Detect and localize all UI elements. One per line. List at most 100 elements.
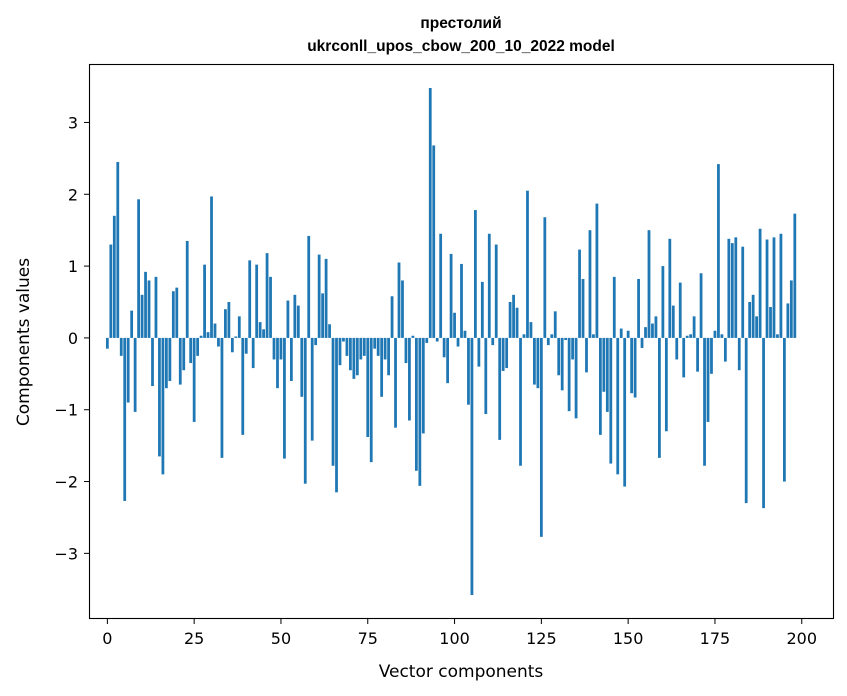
bar-component-33 bbox=[220, 337, 224, 458]
bar-component-51 bbox=[283, 337, 286, 459]
bar-component-22 bbox=[182, 337, 186, 371]
bar-component-16 bbox=[161, 337, 165, 475]
bar-component-46 bbox=[265, 253, 269, 338]
x-tick-label: 125 bbox=[526, 629, 557, 648]
bar-component-90 bbox=[418, 337, 422, 486]
y-tick-label: 1 bbox=[68, 257, 78, 276]
bar-component-26 bbox=[196, 337, 200, 356]
bar-component-176 bbox=[717, 164, 720, 338]
bar-component-194 bbox=[779, 233, 783, 338]
bar-component-197 bbox=[789, 280, 793, 338]
bar-component-128 bbox=[550, 334, 554, 338]
bar-component-152 bbox=[633, 337, 637, 398]
bar-component-72 bbox=[355, 337, 359, 376]
bar-component-37 bbox=[234, 336, 238, 338]
bar-component-89 bbox=[414, 337, 418, 471]
bar-component-158 bbox=[654, 316, 658, 338]
x-tick-label: 50 bbox=[271, 629, 291, 648]
bar-component-88 bbox=[411, 335, 415, 338]
bar-component-15 bbox=[158, 337, 161, 457]
plot-frame bbox=[88, 63, 835, 620]
x-tick-label: 200 bbox=[786, 629, 817, 648]
bar-component-63 bbox=[324, 258, 328, 338]
bar-component-136 bbox=[578, 249, 581, 338]
bar-component-4 bbox=[119, 337, 123, 356]
bar-component-20 bbox=[175, 287, 179, 338]
bar-component-133 bbox=[567, 337, 571, 412]
bar-component-161 bbox=[664, 337, 668, 432]
bar-component-48 bbox=[272, 337, 276, 360]
x-axis-ticks: 0 25 50 75 100 125 150 175 200 bbox=[102, 618, 817, 648]
bar-component-191 bbox=[769, 307, 772, 338]
bar-component-175 bbox=[713, 330, 717, 338]
bar-component-153 bbox=[637, 279, 640, 338]
bar-component-164 bbox=[675, 337, 679, 360]
bar-component-166 bbox=[682, 337, 686, 378]
bar-component-100 bbox=[453, 312, 456, 338]
bar-component-155 bbox=[644, 327, 647, 338]
bar-component-98 bbox=[446, 337, 449, 384]
y-tick-label: 3 bbox=[68, 113, 78, 132]
bar-component-41 bbox=[248, 260, 252, 338]
bar-component-64 bbox=[328, 324, 331, 338]
bar-component-42 bbox=[251, 337, 255, 369]
bar-component-190 bbox=[765, 239, 769, 338]
bar-component-104 bbox=[467, 337, 470, 405]
bar-component-79 bbox=[380, 337, 384, 397]
bar-component-168 bbox=[689, 334, 693, 338]
bar-component-13 bbox=[151, 337, 154, 387]
bars-group bbox=[105, 87, 797, 596]
bar-component-188 bbox=[758, 228, 762, 338]
x-tick-label: 175 bbox=[700, 629, 731, 648]
y-axis-ticks: −3 −2 −1 0 1 2 3 bbox=[54, 113, 90, 563]
bar-component-173 bbox=[706, 337, 710, 422]
bar-component-38 bbox=[237, 316, 241, 338]
bar-component-151 bbox=[630, 337, 634, 394]
bar-component-183 bbox=[741, 246, 745, 338]
bar-component-96 bbox=[439, 233, 443, 338]
bar-component-69 bbox=[345, 337, 349, 356]
bar-component-24 bbox=[189, 337, 193, 364]
bar-component-0 bbox=[105, 337, 109, 349]
bar-component-105 bbox=[470, 337, 474, 596]
bar-component-118 bbox=[515, 307, 519, 338]
bar-component-109 bbox=[484, 337, 488, 415]
bar-component-174 bbox=[710, 337, 713, 374]
bar-component-29 bbox=[206, 332, 210, 338]
bar-component-68 bbox=[342, 337, 345, 342]
bar-component-132 bbox=[564, 337, 568, 341]
bar-component-184 bbox=[744, 337, 748, 504]
bar-component-185 bbox=[748, 302, 752, 338]
bar-component-85 bbox=[401, 280, 404, 338]
bar-component-95 bbox=[435, 337, 439, 342]
bar-component-127 bbox=[546, 337, 550, 346]
bar-component-9 bbox=[137, 199, 140, 338]
bar-component-137 bbox=[581, 279, 585, 338]
bar-component-116 bbox=[508, 302, 512, 338]
bar-component-144 bbox=[605, 337, 609, 412]
bar-component-117 bbox=[512, 294, 515, 338]
bar-component-58 bbox=[307, 235, 311, 338]
bar-component-59 bbox=[310, 337, 314, 441]
bar-component-107 bbox=[477, 337, 481, 367]
bar-component-195 bbox=[783, 337, 786, 482]
x-axis-label: Vector components bbox=[379, 662, 544, 682]
bar-component-78 bbox=[376, 337, 380, 356]
bar-component-123 bbox=[533, 337, 536, 385]
bar-component-93 bbox=[428, 87, 432, 338]
y-tick-label: −2 bbox=[54, 473, 78, 492]
bar-component-131 bbox=[560, 337, 564, 391]
bar-component-87 bbox=[408, 337, 411, 421]
bar-component-43 bbox=[255, 264, 259, 338]
bar-component-156 bbox=[647, 230, 651, 338]
bar-component-3 bbox=[116, 161, 120, 338]
bar-component-97 bbox=[442, 337, 446, 358]
bar-component-179 bbox=[727, 238, 731, 338]
bar-component-19 bbox=[171, 291, 175, 338]
bar-component-61 bbox=[317, 254, 321, 338]
bar-component-150 bbox=[626, 330, 630, 338]
bar-component-6 bbox=[126, 337, 130, 403]
bar-component-32 bbox=[217, 337, 220, 347]
bar-component-71 bbox=[352, 337, 356, 379]
